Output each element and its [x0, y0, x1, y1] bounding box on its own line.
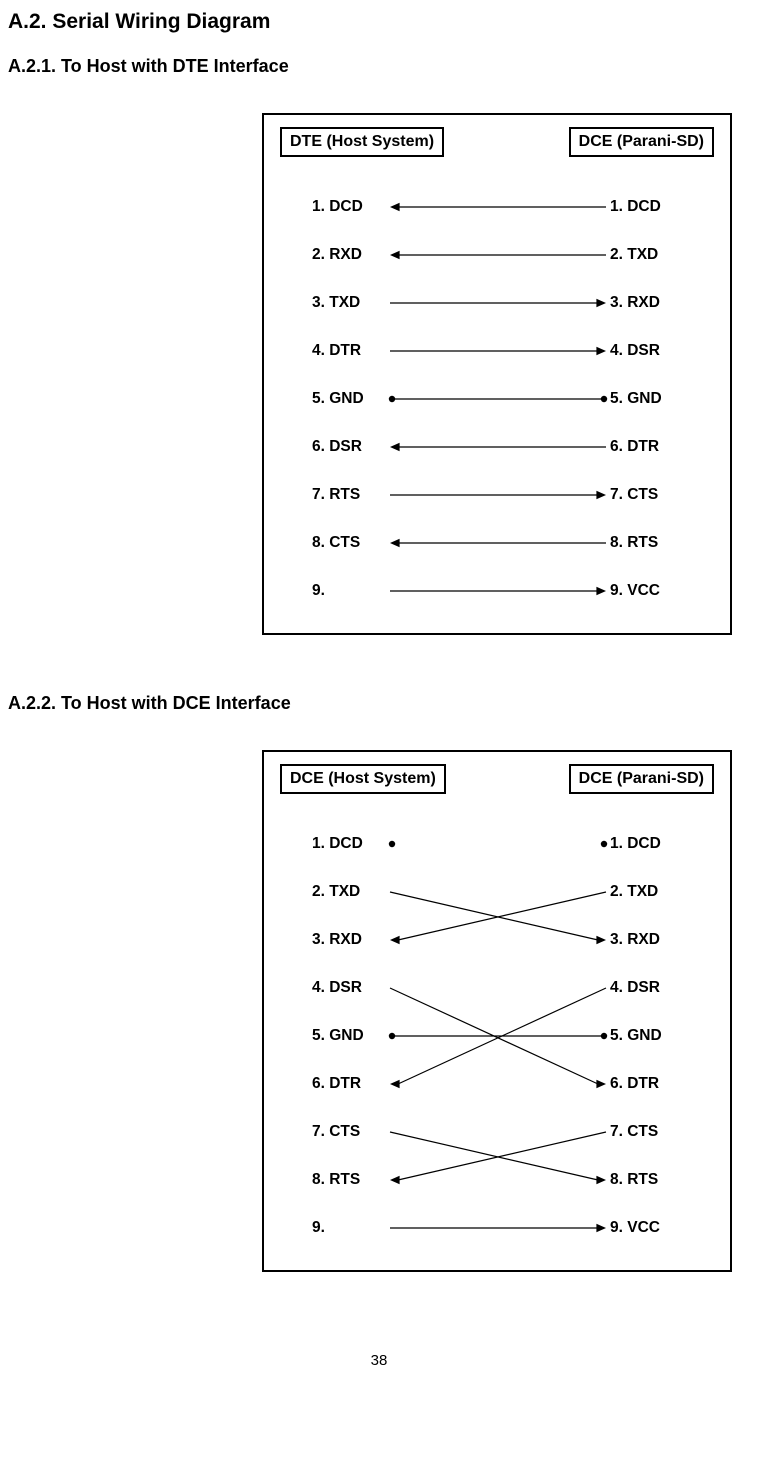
pin-row: 2. TXD 2. TXD [312, 868, 682, 916]
pin-right-label: 5. GND [610, 1027, 682, 1045]
diagram1-headers: DTE (Host System) DCE (Parani-SD) [280, 127, 714, 157]
pin-row: 6. DSR 6. DTR [312, 423, 682, 471]
pin-row: 3. TXD 3. RXD [312, 279, 682, 327]
pin-right-label: 3. RXD [610, 294, 682, 312]
pin-row: 4. DTR 4. DSR [312, 327, 682, 375]
pin-right-label: 3. RXD [610, 931, 682, 949]
pin-row: 7. CTS 7. CTS [312, 1108, 682, 1156]
pin-left-label: 8. RTS [312, 1171, 384, 1189]
pin-row: 7. RTS 7. CTS [312, 471, 682, 519]
pin-right-label: 7. CTS [610, 1123, 682, 1141]
pin-right-label: 8. RTS [610, 1171, 682, 1189]
page-number: 38 [8, 1352, 750, 1369]
pin-right-label: 2. TXD [610, 883, 682, 901]
section1-title: A.2.1. To Host with DTE Interface [8, 56, 750, 77]
dce-parani-box-2: DCE (Parani-SD) [569, 764, 714, 794]
pin-right-label: 6. DTR [610, 438, 682, 456]
pin-right-label: 4. DSR [610, 342, 682, 360]
pin-left-label: 5. GND [312, 1027, 384, 1045]
pin-right-label: 1. DCD [610, 835, 682, 853]
pin-row: 4. DSR 4. DSR [312, 964, 682, 1012]
diagram2: DCE (Host System) DCE (Parani-SD) 1. DCD… [262, 750, 732, 1272]
pin-right-label: 4. DSR [610, 979, 682, 997]
diagram1-rows: 1. DCD 1. DCD 2. RXD 2. TXD 3. TXD 3. RXD 4. D… [280, 183, 714, 615]
pin-row: 8. CTS 8. RTS [312, 519, 682, 567]
pin-row: 5. GND 5. GND [312, 375, 682, 423]
pin-left-label: 8. CTS [312, 534, 384, 552]
pin-right-label: 9. VCC [610, 1219, 682, 1237]
diagram1: DTE (Host System) DCE (Parani-SD) 1. DCD… [262, 113, 732, 635]
pin-right-label: 5. GND [610, 390, 682, 408]
pin-row: 3. RXD 3. RXD [312, 916, 682, 964]
diagram2-rows: 1. DCD 1. DCD 2. TXD 2. TXD 3. RXD 3. RXD 4. D… [280, 820, 714, 1252]
section2-title: A.2.2. To Host with DCE Interface [8, 693, 750, 714]
dce-host-box: DCE (Host System) [280, 764, 446, 794]
pin-right-label: 8. RTS [610, 534, 682, 552]
pin-row: 9. 9. VCC [312, 1204, 682, 1252]
pin-left-label: 4. DTR [312, 342, 384, 360]
pin-left-label: 4. DSR [312, 979, 384, 997]
pin-row: 5. GND 5. GND [312, 1012, 682, 1060]
pin-row: 9. 9. VCC [312, 567, 682, 615]
pin-left-label: 9. [312, 1219, 384, 1237]
pin-left-label: 6. DTR [312, 1075, 384, 1093]
pin-row: 1. DCD 1. DCD [312, 183, 682, 231]
pin-left-label: 1. DCD [312, 198, 384, 216]
diagram2-wrap: DCE (Host System) DCE (Parani-SD) 1. DCD… [8, 750, 750, 1272]
pin-left-label: 3. TXD [312, 294, 384, 312]
pin-row: 6. DTR 6. DTR [312, 1060, 682, 1108]
pin-left-label: 6. DSR [312, 438, 384, 456]
dte-host-box: DTE (Host System) [280, 127, 444, 157]
pin-row: 8. RTS 8. RTS [312, 1156, 682, 1204]
pin-left-label: 2. TXD [312, 883, 384, 901]
pin-left-label: 3. RXD [312, 931, 384, 949]
pin-left-label: 5. GND [312, 390, 384, 408]
pin-left-label: 1. DCD [312, 835, 384, 853]
pin-right-label: 1. DCD [610, 198, 682, 216]
pin-left-label: 7. RTS [312, 486, 384, 504]
pin-left-label: 7. CTS [312, 1123, 384, 1141]
diagram2-headers: DCE (Host System) DCE (Parani-SD) [280, 764, 714, 794]
pin-left-label: 9. [312, 582, 384, 600]
dce-parani-box-1: DCE (Parani-SD) [569, 127, 714, 157]
pin-left-label: 2. RXD [312, 246, 384, 264]
main-title: A.2. Serial Wiring Diagram [8, 10, 750, 34]
pin-right-label: 7. CTS [610, 486, 682, 504]
diagram1-wrap: DTE (Host System) DCE (Parani-SD) 1. DCD… [8, 113, 750, 635]
pin-row: 2. RXD 2. TXD [312, 231, 682, 279]
pin-right-label: 2. TXD [610, 246, 682, 264]
pin-row: 1. DCD 1. DCD [312, 820, 682, 868]
pin-right-label: 6. DTR [610, 1075, 682, 1093]
pin-right-label: 9. VCC [610, 582, 682, 600]
